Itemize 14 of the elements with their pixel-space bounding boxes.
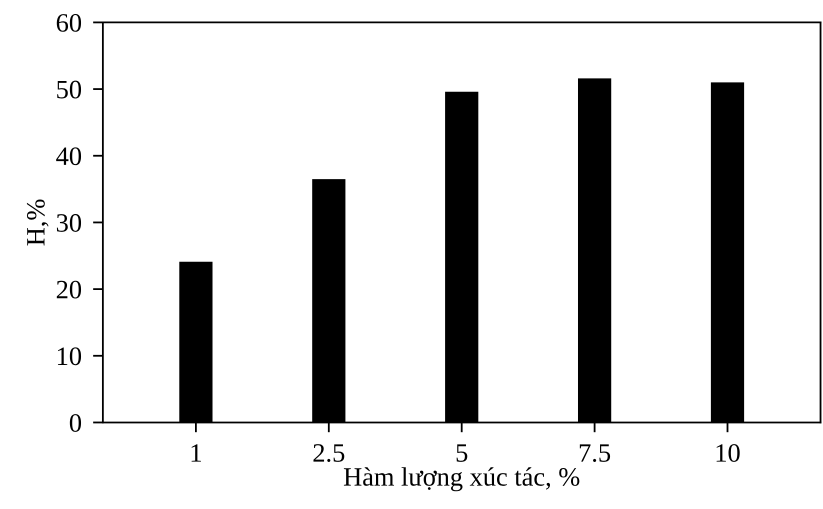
- x-tick-label: 10: [716, 444, 740, 462]
- y-tick-label: 60: [56, 14, 82, 32]
- y-tick-label: 20: [56, 280, 82, 299]
- y-tick-label: 10: [58, 347, 82, 366]
- x-tick-label: 1: [192, 444, 201, 462]
- x-axis-title: Hàm lượng xúc tác, %: [344, 467, 580, 492]
- y-axis-title: H,%: [26, 200, 49, 246]
- x-tick-label: 7.5: [580, 444, 610, 462]
- y-tick-label: 50: [57, 80, 82, 98]
- y-tick-label: 30: [56, 214, 82, 232]
- x-tick-label: 5: [456, 444, 468, 462]
- x-tick-label: 2.5: [313, 444, 344, 462]
- y-tick-label: 0: [70, 414, 82, 432]
- y-tick-label: 40: [56, 147, 82, 166]
